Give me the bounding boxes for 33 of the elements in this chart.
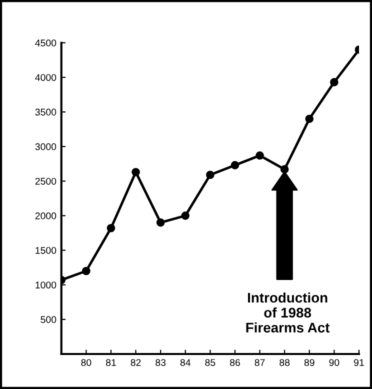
y-tick-label: 1000: [36, 282, 56, 288]
point: [181, 212, 190, 220]
x-tick-label: 82: [130, 359, 141, 366]
x-tick-label: 87: [254, 359, 265, 366]
point: [330, 78, 338, 86]
x-tick-label: 80: [81, 359, 92, 366]
point: [206, 170, 214, 180]
x-tick-label: 91: [354, 359, 364, 366]
point: [132, 168, 140, 176]
y-tick-label: 4500: [35, 40, 56, 46]
annotation: Introduction of 1988 Firearms Act: [246, 292, 330, 333]
point: [230, 161, 240, 170]
point: [82, 266, 90, 276]
point: [256, 151, 264, 160]
y-tick-label: 4000: [35, 74, 56, 81]
y-tick-label: 1500: [36, 246, 56, 254]
point: [156, 218, 165, 227]
point: [305, 114, 314, 124]
x-tick-label: 86: [230, 359, 240, 366]
x-tick-label: 81: [106, 359, 116, 366]
x-tick-label: 88: [280, 359, 290, 366]
y-tick-label: 2000: [35, 212, 56, 220]
x-tick-label: 89: [304, 359, 314, 366]
point: [106, 224, 116, 232]
y-tick-label: 3000: [35, 143, 56, 150]
y-tick-label: 2500: [35, 178, 56, 185]
y-tick-label: 3500: [35, 108, 56, 116]
x-tick-label: 83: [156, 359, 166, 366]
x-tick-label: 85: [205, 359, 216, 366]
x-tick-label: 90: [329, 359, 340, 366]
y-tick-label: 500: [40, 316, 56, 324]
point: [280, 165, 289, 174]
x-tick-label: 84: [180, 359, 191, 366]
